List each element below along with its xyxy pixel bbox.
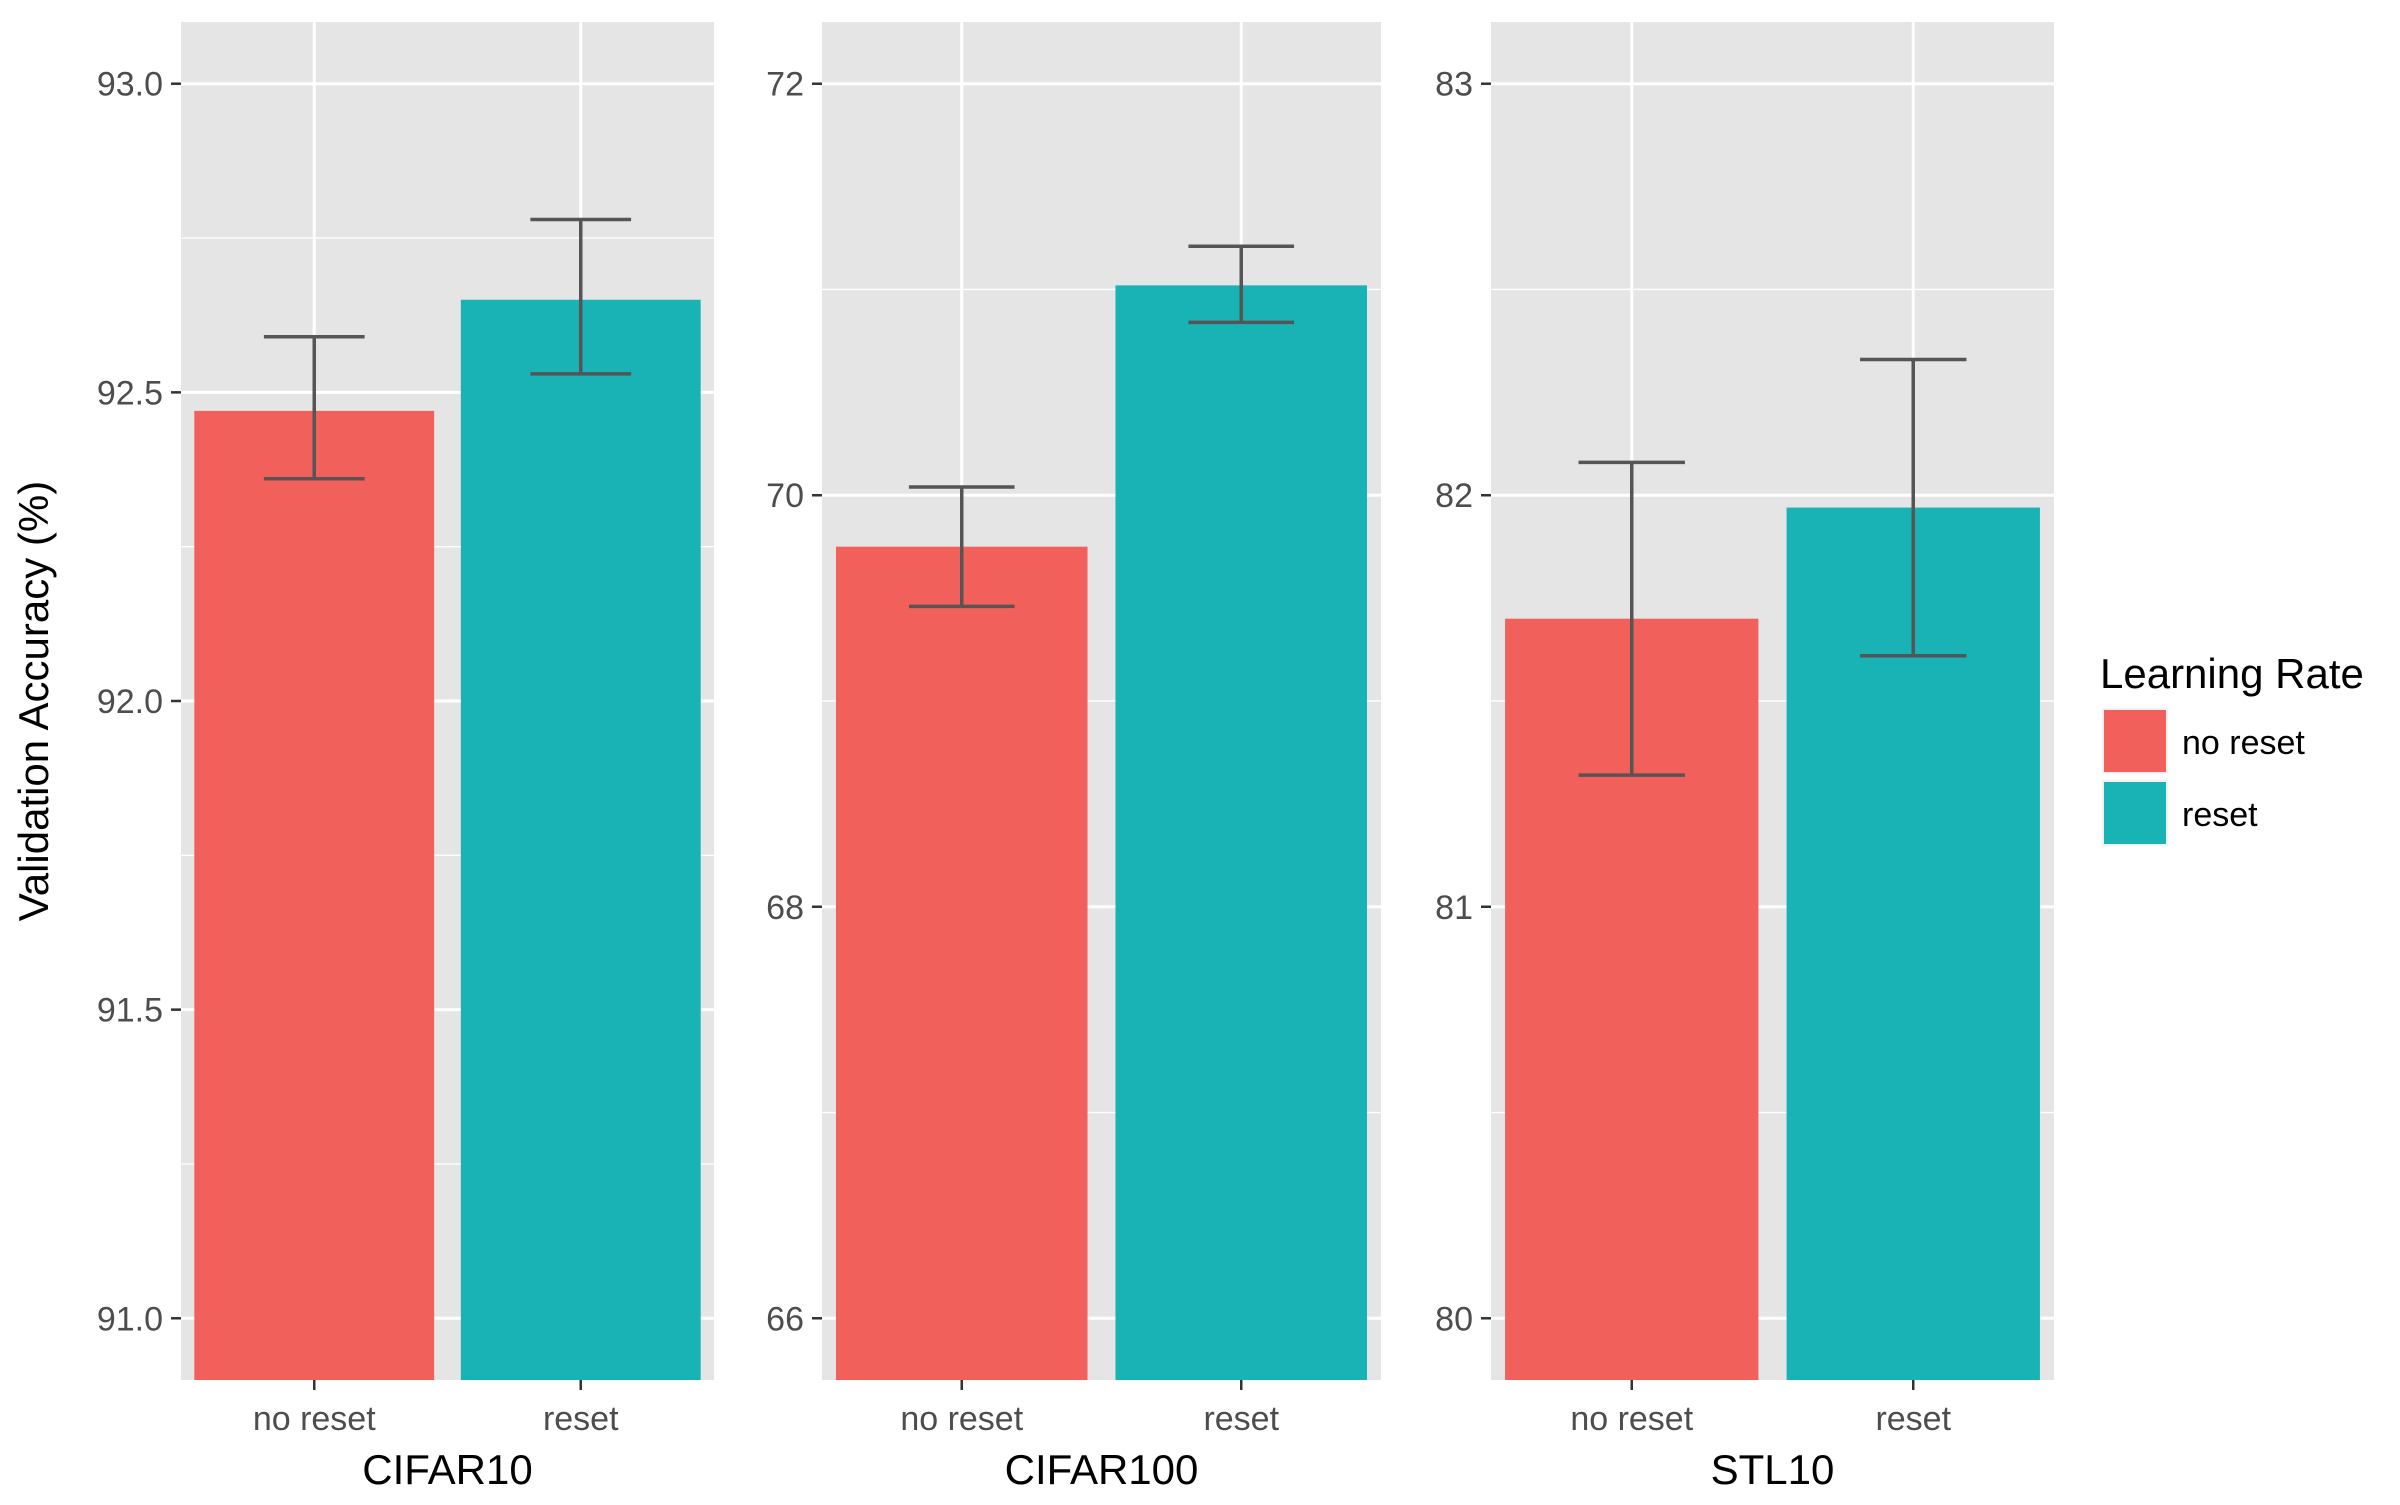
y-tick-label: 92.0 bbox=[97, 683, 163, 721]
error-bar-cifar10-no-reset bbox=[263, 335, 365, 481]
legend-label: reset bbox=[2182, 796, 2258, 834]
error-bar-stl10-no-reset bbox=[1578, 460, 1685, 777]
legend: Learning Rate no reset reset bbox=[2100, 650, 2364, 846]
y-tick-label: 91.0 bbox=[97, 1300, 163, 1338]
legend-entry-reset: reset bbox=[2102, 780, 2258, 846]
y-axis-title: Validation Accuracy (%) bbox=[10, 481, 57, 921]
error-bar-cifar100-reset bbox=[1188, 244, 1295, 325]
x-tick-label: no reset bbox=[1570, 1400, 1693, 1438]
facet-title-cifar10: CIFAR10 bbox=[362, 1446, 532, 1493]
x-tick-label: reset bbox=[1875, 1400, 1951, 1438]
error-bar-cifar10-reset bbox=[530, 217, 632, 376]
panel-stl10: 80 81 82 83 no reset reset STL10 bbox=[1435, 22, 2054, 1493]
x-tick-label: reset bbox=[1203, 1400, 1279, 1438]
error-bar-cifar100-no-reset bbox=[908, 485, 1015, 609]
x-tick-label: reset bbox=[543, 1400, 619, 1438]
x-tick-label: no reset bbox=[900, 1400, 1023, 1438]
facet-title-cifar100: CIFAR100 bbox=[1005, 1446, 1199, 1493]
y-tick-label: 66 bbox=[766, 1300, 804, 1338]
legend-label: no reset bbox=[2182, 724, 2305, 762]
y-tick-label: 82 bbox=[1435, 477, 1473, 515]
error-bar-stl10-reset bbox=[1860, 357, 1967, 658]
y-tick-label: 72 bbox=[766, 66, 804, 104]
y-tick-label: 93.0 bbox=[97, 66, 163, 104]
panel-cifar10: 91.0 91.5 92.0 92.5 93.0 no reset reset CIFAR10 bbox=[97, 22, 714, 1493]
legend-swatch bbox=[2104, 710, 2166, 772]
facet-title-stl10: STL10 bbox=[1711, 1446, 1835, 1493]
y-tick-label: 80 bbox=[1435, 1300, 1473, 1338]
y-tick-label: 92.5 bbox=[97, 374, 163, 412]
y-tick-label: 83 bbox=[1435, 66, 1473, 104]
y-tick-label: 70 bbox=[766, 477, 804, 515]
bar-cifar10-reset bbox=[460, 299, 701, 1381]
x-tick-label: no reset bbox=[253, 1400, 376, 1438]
y-tick-label: 81 bbox=[1435, 889, 1473, 927]
bar-cifar10-no-reset bbox=[194, 410, 435, 1380]
y-tick-label: 68 bbox=[766, 889, 804, 927]
y-tick-label: 91.5 bbox=[97, 992, 163, 1030]
legend-entry-no-reset: no reset bbox=[2102, 708, 2305, 774]
legend-swatch bbox=[2104, 782, 2166, 844]
legend-title: Learning Rate bbox=[2100, 650, 2364, 697]
bar-cifar100-no-reset bbox=[835, 546, 1088, 1380]
bar-cifar100-reset bbox=[1115, 285, 1368, 1381]
